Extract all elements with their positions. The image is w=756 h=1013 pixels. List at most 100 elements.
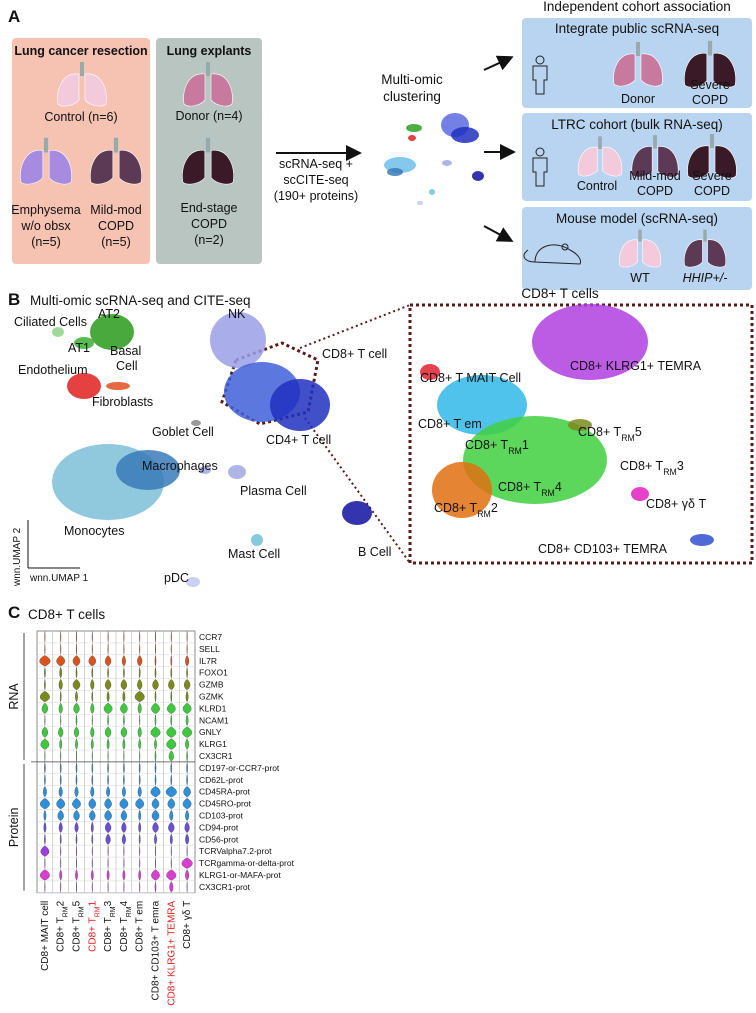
label: Multi-omic scRNA-seq and CITE-seq (30, 293, 251, 308)
label: HHIP+/- (683, 271, 728, 285)
violin (170, 774, 173, 786)
lobe (640, 53, 663, 87)
lobe (20, 150, 44, 185)
violin (154, 691, 157, 703)
label-part: RM (477, 509, 491, 519)
violin (154, 774, 157, 786)
violin (75, 690, 78, 703)
label: CD8+ TRM5 (72, 900, 86, 951)
violin (75, 738, 78, 750)
violin (185, 655, 190, 667)
violin (186, 774, 188, 786)
label: CD8+ T em (135, 901, 146, 952)
label: CD4+ T cell (266, 433, 331, 447)
violin (166, 726, 177, 738)
violin (104, 726, 112, 738)
label: NK (228, 307, 246, 321)
violin (42, 786, 47, 798)
violin (60, 643, 62, 655)
label: Monocytes (64, 524, 124, 538)
violin (75, 762, 78, 774)
label: COPD (98, 219, 134, 233)
violin (170, 691, 173, 703)
violin (91, 845, 93, 857)
label: Multi-omic (381, 72, 443, 87)
violin (185, 690, 189, 703)
label: CD197-or-CCR7-prot (199, 763, 280, 773)
violin (43, 809, 47, 822)
cell-cluster (387, 168, 403, 176)
violin (76, 857, 77, 869)
cell-cluster (420, 364, 440, 380)
violin (107, 643, 109, 655)
violin (170, 857, 172, 869)
label: COPD (637, 184, 673, 198)
label: scRNA-seq + (279, 157, 353, 171)
violin (73, 726, 80, 738)
violin (104, 678, 112, 691)
violin (120, 726, 128, 738)
label: CD8+ TRM4 (498, 480, 562, 498)
violin (90, 726, 95, 738)
cell-cluster (342, 501, 372, 525)
label: GNLY (199, 727, 222, 737)
cell-cluster (631, 487, 649, 501)
label: KLRD1 (199, 703, 227, 713)
label: (n=2) (194, 233, 224, 247)
lobe (210, 73, 233, 107)
violin (76, 631, 77, 643)
label: CD8+ CD103+ T emra (151, 900, 162, 1000)
violin (59, 666, 63, 679)
cell-cluster (429, 189, 435, 195)
label: Donor (n=4) (175, 109, 242, 123)
violin (120, 809, 128, 821)
violin (72, 679, 81, 691)
violin (123, 845, 125, 857)
cell-cluster (90, 314, 134, 350)
violin (107, 774, 109, 786)
label-part: 5 (635, 425, 642, 439)
violin (186, 667, 188, 679)
violin (60, 857, 62, 869)
body (532, 65, 548, 95)
violin (59, 869, 63, 881)
violin (76, 643, 77, 655)
label: Control (n=6) (44, 110, 117, 124)
label: AT2 (98, 307, 120, 321)
resection-box (12, 38, 150, 264)
violin (60, 631, 62, 643)
lung-icon (57, 62, 107, 107)
violin (107, 845, 109, 857)
violin (182, 798, 192, 810)
violin (76, 881, 77, 893)
violin (91, 881, 93, 893)
label: TCRValpha7.2-prot (199, 846, 272, 856)
selection-outline (220, 341, 320, 426)
violin (40, 738, 50, 750)
lung-icon (20, 137, 72, 185)
violin (88, 798, 97, 810)
violin (139, 845, 141, 857)
violin (73, 702, 80, 714)
label-part: CD8+ KLRG1+ TEMRA (166, 900, 177, 1005)
label: CD8+ TRM1 (465, 438, 529, 456)
violin (56, 798, 65, 810)
violin (155, 845, 156, 857)
violin (183, 786, 191, 798)
violin (107, 667, 109, 679)
label: IL7R (199, 656, 217, 666)
violin (138, 869, 142, 881)
label: (n=5) (31, 235, 61, 249)
violin (185, 738, 190, 750)
label: CD8+ TRM4 (119, 900, 132, 951)
violin (91, 631, 93, 643)
label: Integrate public scRNA-seq (555, 21, 719, 36)
label-part: CD8+ γδ T (182, 901, 193, 949)
violin (60, 750, 62, 762)
violin (186, 643, 188, 655)
violin (167, 798, 176, 810)
lobe (618, 239, 638, 268)
violin (107, 750, 109, 762)
violin (58, 702, 63, 714)
